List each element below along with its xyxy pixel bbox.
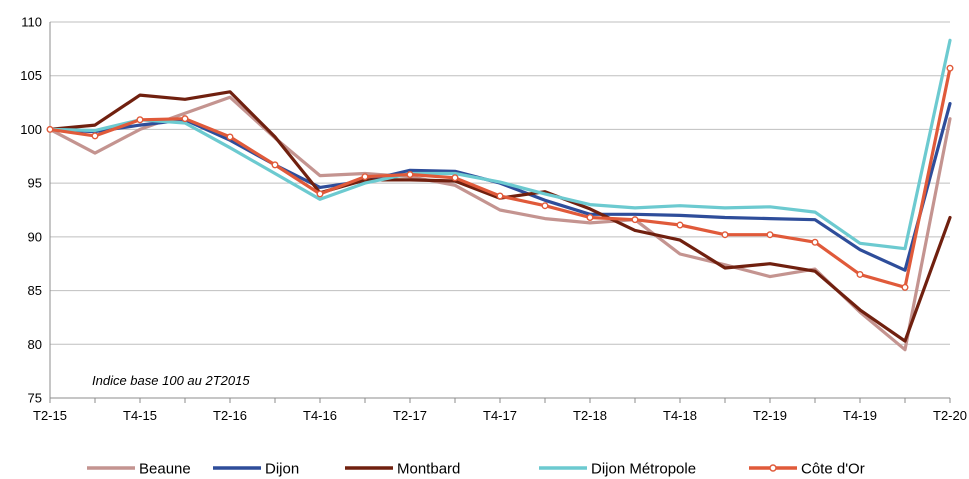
legend-item-dijon-metropole: Dijon Métropole <box>539 461 696 478</box>
data-point-cote-d-or <box>541 202 549 210</box>
legend-label: Beaune <box>139 461 191 478</box>
data-point-cote-d-or <box>676 221 684 229</box>
legend-item-cote-d-or: Côte d'Or <box>749 461 865 478</box>
data-point-cote-d-or <box>406 171 414 179</box>
y-tick-label: 105 <box>20 68 42 83</box>
x-tick-label: T2-19 <box>753 408 787 423</box>
y-axis-ticks: 75 80 85 90 95 100 105 110 <box>20 15 42 406</box>
x-tick-label: T4-17 <box>483 408 517 423</box>
data-point-cote-d-or <box>901 283 909 291</box>
y-tick-label: 85 <box>28 283 42 298</box>
series-line-cote-d-or <box>48 66 952 289</box>
legend-marker <box>769 464 777 472</box>
data-point-cote-d-or <box>226 133 234 141</box>
x-tick-label: T2-16 <box>213 408 247 423</box>
x-tick-label: T2-17 <box>393 408 427 423</box>
x-tick-label: T2-20 <box>933 408 967 423</box>
data-point-cote-d-or <box>721 231 729 239</box>
legend: Beaune Dijon Montbard Dijon Métropole Côte d… <box>87 461 865 478</box>
legend-item-dijon: Dijon <box>213 461 299 478</box>
legend-label: Côte d'Or <box>801 461 865 478</box>
series-dijon-metropole <box>48 38 952 251</box>
x-tick-label: T4-15 <box>123 408 157 423</box>
x-axis-ticks: T2-15 T4-15 T2-16 T4-16 T2-17 T4-17 T2-18 T4-18… <box>33 408 967 423</box>
data-point-cote-d-or <box>946 64 954 72</box>
data-point-cote-d-or <box>631 216 639 224</box>
x-tick-label: T4-18 <box>663 408 697 423</box>
data-point-cote-d-or <box>856 270 864 278</box>
chart-annotation: Indice base 100 au 2T2015 <box>92 373 250 388</box>
data-point-cote-d-or <box>91 132 99 140</box>
y-tick-label: 95 <box>28 176 42 191</box>
data-point-cote-d-or <box>811 238 819 246</box>
legend-item-montbard: Montbard <box>345 461 460 478</box>
x-tick-label: T4-16 <box>303 408 337 423</box>
series-cote-d-or <box>46 64 954 291</box>
x-tick-label: T2-18 <box>573 408 607 423</box>
data-point-cote-d-or <box>271 161 279 169</box>
series-beaune <box>48 95 952 352</box>
data-point-cote-d-or <box>361 173 369 181</box>
data-point-cote-d-or <box>496 192 504 200</box>
legend-label: Dijon <box>265 461 299 478</box>
y-tick-label: 90 <box>28 229 42 244</box>
data-point-cote-d-or <box>586 214 594 222</box>
data-point-cote-d-or <box>46 125 54 133</box>
data-point-cote-d-or <box>451 174 459 182</box>
series-line-beaune <box>48 95 952 352</box>
data-point-cote-d-or <box>766 231 774 239</box>
data-point-cote-d-or <box>136 116 144 124</box>
x-tick-label: T4-19 <box>843 408 877 423</box>
axes <box>49 22 951 403</box>
x-tick-label: T2-15 <box>33 408 67 423</box>
y-tick-label: 80 <box>28 337 42 352</box>
data-point-cote-d-or <box>316 190 324 198</box>
series-group <box>46 38 954 352</box>
legend-label: Dijon Métropole <box>591 461 696 478</box>
data-point-cote-d-or <box>181 115 189 123</box>
y-tick-label: 75 <box>28 391 42 406</box>
legend-item-beaune: Beaune <box>87 461 191 478</box>
series-line-dijon-metropole <box>48 38 952 251</box>
y-tick-label: 100 <box>20 122 42 137</box>
legend-label: Montbard <box>397 461 460 478</box>
y-tick-label: 110 <box>21 15 42 30</box>
